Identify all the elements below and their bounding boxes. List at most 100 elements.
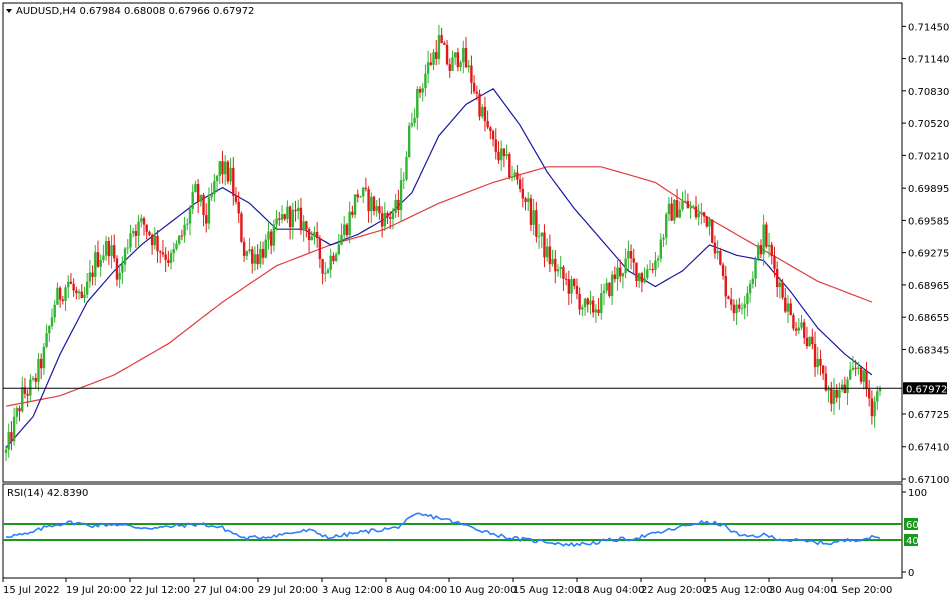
candle-body <box>80 291 83 298</box>
candle-body <box>608 282 611 297</box>
candle <box>345 222 349 238</box>
candle-body <box>10 432 13 442</box>
candle <box>383 202 387 231</box>
candle <box>843 376 847 394</box>
candle-body <box>167 259 170 263</box>
candle <box>429 53 433 67</box>
candle-body <box>581 307 584 310</box>
candle-body <box>513 172 516 177</box>
candle-body <box>811 336 814 345</box>
candle <box>199 194 203 207</box>
candle-body <box>491 131 495 140</box>
candle-body <box>721 264 725 276</box>
candle-body <box>481 106 484 117</box>
symbol-header[interactable]: AUDUSD,H4 0.67984 0.68008 0.67966 0.6797… <box>6 6 254 17</box>
candle <box>586 297 589 313</box>
candle-body <box>497 151 500 161</box>
candle <box>591 296 595 318</box>
candle <box>516 165 519 185</box>
dropdown-triangle-icon[interactable] <box>6 9 12 13</box>
candle <box>681 191 684 212</box>
candle-body <box>489 127 492 132</box>
candle <box>242 237 246 262</box>
candle-body <box>451 57 454 71</box>
candle-body <box>540 232 543 237</box>
candle <box>702 211 706 224</box>
candle-body <box>75 290 78 294</box>
candle-body <box>307 229 311 241</box>
candle-body <box>180 235 184 237</box>
candle <box>713 235 717 259</box>
candle <box>67 275 70 298</box>
candle-body <box>702 212 706 217</box>
price-tick-label: 0.69585 <box>908 216 949 227</box>
candle-body <box>556 269 560 272</box>
candle <box>619 259 622 283</box>
price-tick-label: 0.70210 <box>908 151 949 162</box>
candle-body <box>407 125 411 158</box>
candle <box>318 235 322 269</box>
candle <box>77 289 81 300</box>
candle-body <box>318 237 322 260</box>
candle-body <box>554 258 557 272</box>
candle <box>675 188 679 218</box>
candle <box>805 326 809 350</box>
candle <box>646 264 649 281</box>
candle <box>251 246 254 274</box>
candle <box>700 202 703 225</box>
candle <box>180 229 184 241</box>
candle <box>600 283 603 320</box>
candle-body <box>437 35 441 59</box>
candle-body <box>48 326 51 334</box>
candle-body <box>713 242 717 254</box>
time-tick-label: 15 Aug 12:00 <box>513 585 580 596</box>
candle-body <box>683 200 687 202</box>
candle <box>751 271 755 289</box>
candle-body <box>527 198 530 202</box>
rsi-axis: 100 60 40 0 <box>902 488 927 579</box>
candle-body <box>256 254 259 265</box>
candle-body <box>7 432 10 450</box>
candle <box>83 286 86 303</box>
candle-body <box>729 298 733 305</box>
candle <box>302 215 305 242</box>
candle-body <box>310 236 313 241</box>
candle <box>732 299 736 322</box>
candle <box>870 390 874 425</box>
candle <box>605 278 608 294</box>
candle-body <box>748 283 752 294</box>
candle <box>470 55 473 95</box>
candle-body <box>589 300 592 305</box>
candle <box>692 204 695 209</box>
candle <box>570 275 573 304</box>
candle <box>689 201 692 219</box>
candle <box>472 75 476 95</box>
candle-body <box>131 231 135 234</box>
candle-body <box>275 218 278 225</box>
candle-body <box>353 194 357 215</box>
candle <box>762 214 765 266</box>
candle-body <box>794 328 798 331</box>
candle <box>58 286 62 308</box>
candle-body <box>499 148 503 161</box>
candle <box>99 254 102 277</box>
rsi-title: RSI(14) 42.8390 <box>7 488 88 499</box>
candle-body <box>218 161 221 176</box>
candle-body <box>459 62 462 68</box>
price-tick-label: 0.67410 <box>908 443 949 454</box>
candle <box>361 186 365 204</box>
candle-body <box>610 274 614 297</box>
rsi-level-tag <box>904 518 918 530</box>
candle-body <box>221 161 224 175</box>
candle-body <box>172 249 175 254</box>
candle <box>85 273 89 299</box>
candle <box>399 168 403 223</box>
candle <box>205 203 208 233</box>
candle-body <box>391 212 395 219</box>
candle <box>770 241 773 265</box>
candle-body <box>159 251 162 253</box>
candle <box>778 277 782 299</box>
candle-body <box>61 299 65 301</box>
candle <box>172 242 175 262</box>
candle-body <box>757 245 760 260</box>
